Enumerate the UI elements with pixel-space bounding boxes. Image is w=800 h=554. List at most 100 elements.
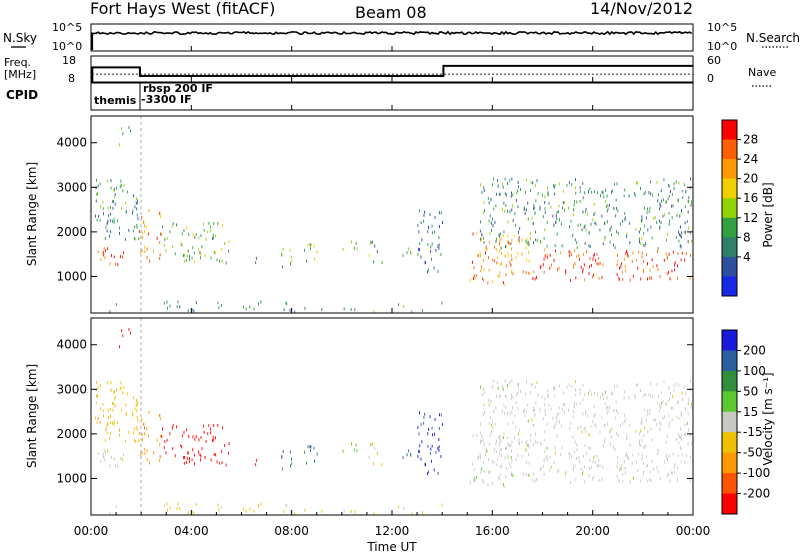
velocity-cell: [624, 418, 626, 422]
velocity-cell: [582, 472, 583, 476]
velocity-cell: [410, 453, 412, 457]
velocity-cell: [99, 420, 101, 424]
velocity-cell: [418, 432, 420, 436]
power-cell: [110, 219, 112, 223]
velocity-cell: [650, 478, 652, 482]
velocity-cell: [674, 463, 676, 467]
power-cell: [667, 197, 669, 201]
velocity-cell: [433, 468, 435, 472]
velocity-cell: [546, 455, 548, 459]
power-cell: [643, 231, 645, 235]
velocity-cell: [120, 385, 122, 389]
velocity-cell: [579, 459, 580, 463]
power-cell: [483, 240, 485, 244]
velocity-cell: [606, 396, 608, 400]
velocity-cell: [659, 428, 661, 432]
velocity-cell: [171, 426, 173, 430]
velocity-cell: [174, 454, 176, 458]
power-cell: [166, 300, 168, 304]
velocity-cell: [210, 458, 212, 462]
velocity-cell: [622, 421, 624, 425]
power-cell: [668, 184, 670, 187]
velocity-cell: [169, 432, 171, 436]
power-cell: [215, 251, 217, 255]
power-cell: [504, 209, 505, 213]
velocity-cell: [144, 447, 146, 451]
freq-strip: Freq. [MHz] 18 8 60 0 Nave: [4, 54, 776, 87]
velocity-cell: [554, 446, 556, 450]
velocity-cell: [506, 446, 507, 450]
velocity-cell: [663, 460, 665, 464]
velocity-cell: [427, 472, 428, 476]
power-cell: [132, 211, 133, 215]
power-cell: [95, 214, 96, 218]
power-cell: [531, 216, 533, 220]
power-cell: [480, 269, 482, 273]
power-cell: [212, 233, 214, 237]
velocity-cell: [517, 391, 518, 395]
power-cell: [649, 276, 650, 280]
power-cell: [657, 268, 659, 272]
power-cell: [575, 276, 577, 280]
power-cell: [137, 199, 138, 203]
power-cell: [516, 191, 518, 195]
power-cell: [144, 230, 145, 234]
power-cell: [687, 240, 689, 244]
velocity-cell: [685, 392, 687, 396]
velocity-cell: [121, 329, 123, 333]
velocity-cell: [500, 448, 502, 452]
velocity-cell: [627, 456, 629, 460]
power-cell: [671, 204, 672, 208]
velocity-cell: [114, 395, 116, 399]
power-cell: [581, 228, 583, 232]
velocity-cell: [515, 401, 517, 404]
power-cell: [684, 230, 686, 234]
velocity-cell: [653, 418, 655, 422]
velocity-cell: [120, 457, 122, 461]
velocity-cell: [687, 442, 689, 446]
velocity-cell: [597, 393, 598, 397]
velocity-cell: [528, 445, 530, 449]
power-cell: [220, 247, 222, 251]
power-cell: [616, 263, 618, 267]
velocity-cell: [620, 464, 622, 468]
velocity-cell: [619, 468, 620, 472]
velocity-cell: [686, 422, 688, 426]
velocity-cell: [668, 454, 670, 458]
velocity-cell: [643, 472, 644, 475]
velocity-cell: [525, 473, 527, 477]
power-cell: [476, 231, 478, 235]
velocity-cell: [628, 396, 630, 400]
power-cell: [534, 206, 535, 210]
velocity-cell: [499, 394, 501, 398]
power-cell: [584, 242, 586, 245]
velocity-cell: [111, 456, 112, 460]
velocity-cell: [568, 383, 570, 387]
power-cell: [472, 232, 474, 236]
power-cell: [418, 247, 420, 251]
power-cell: [628, 194, 630, 198]
velocity-cell: [592, 459, 594, 463]
power-cell: [497, 256, 498, 260]
velocity-cell: [429, 415, 431, 419]
power-cell: [592, 257, 594, 261]
velocity-cell: [160, 434, 162, 438]
power-cell: [679, 233, 680, 237]
velocity-cell: [669, 421, 670, 425]
velocity-cell: [507, 411, 508, 415]
velocity-cell: [497, 386, 499, 390]
power-cell: [165, 249, 167, 253]
power-cell: [535, 230, 536, 234]
power-cell: [486, 247, 488, 251]
power-cell: [642, 243, 644, 247]
velocity-cell: [601, 416, 603, 420]
velocity-cell: [586, 414, 588, 418]
power-cell: [609, 228, 611, 232]
power-cell: [510, 263, 512, 267]
velocity-cell: [579, 402, 581, 405]
velocity-cell: [588, 433, 590, 437]
velocity-cell: [574, 388, 576, 392]
power-cell: [504, 192, 506, 196]
power-cell: [402, 254, 404, 258]
power-cell: [515, 256, 517, 259]
